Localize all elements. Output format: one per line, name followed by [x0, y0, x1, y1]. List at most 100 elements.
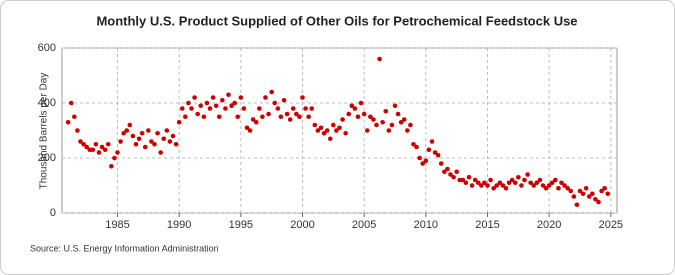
data-point	[179, 106, 185, 111]
data-point	[386, 128, 392, 133]
data-point	[442, 169, 447, 175]
data-point	[469, 183, 475, 188]
data-point	[454, 169, 459, 175]
data-point	[420, 161, 426, 166]
data-point	[161, 136, 167, 142]
data-point	[371, 117, 376, 122]
x-tick-label: 1995	[229, 219, 253, 231]
data-point	[435, 152, 441, 158]
data-point	[213, 103, 219, 109]
data-point	[290, 106, 296, 111]
data-point	[232, 100, 237, 106]
data-point	[574, 202, 580, 208]
data-point	[186, 100, 191, 106]
data-point	[303, 106, 308, 111]
data-point	[349, 103, 355, 109]
data-point	[491, 185, 496, 191]
data-point	[383, 108, 389, 114]
data-point	[155, 130, 160, 136]
data-point	[306, 114, 311, 120]
data-point	[482, 180, 487, 186]
data-point	[93, 141, 99, 147]
y-tick-label: 0	[50, 207, 56, 219]
data-point	[260, 114, 265, 120]
data-point	[503, 185, 509, 191]
data-point	[253, 119, 259, 125]
source-note: Source: U.S. Energy Information Administ…	[30, 243, 219, 253]
data-point	[577, 188, 583, 194]
data-point	[571, 194, 577, 199]
data-point	[204, 100, 210, 106]
data-point	[105, 141, 111, 147]
data-point	[494, 183, 500, 188]
data-point	[318, 125, 324, 131]
data-point	[158, 150, 163, 155]
data-point	[599, 188, 604, 194]
data-point	[463, 180, 469, 186]
data-point	[417, 155, 422, 161]
data-point	[426, 147, 432, 153]
data-point	[506, 180, 512, 186]
data-point	[475, 180, 481, 186]
data-point	[395, 111, 401, 117]
data-point	[235, 114, 241, 120]
data-point	[543, 185, 549, 191]
data-point	[189, 106, 194, 111]
data-point	[167, 139, 173, 144]
data-point	[152, 141, 157, 147]
data-point	[432, 150, 438, 155]
data-point	[586, 194, 592, 199]
y-tick-label: 200	[38, 152, 56, 164]
data-point	[414, 144, 419, 150]
data-point	[361, 111, 367, 117]
data-point	[176, 119, 182, 125]
data-point	[284, 111, 290, 117]
data-point	[346, 111, 352, 117]
data-point	[297, 114, 302, 120]
data-point	[198, 103, 204, 109]
data-point	[358, 100, 364, 106]
data-point	[281, 97, 287, 103]
data-point	[247, 128, 253, 133]
data-point	[81, 141, 86, 147]
data-point	[472, 177, 478, 183]
data-point	[590, 191, 595, 197]
data-point	[355, 114, 361, 120]
data-point	[519, 183, 524, 188]
data-point	[146, 128, 151, 133]
data-point	[72, 114, 77, 120]
data-point	[540, 183, 546, 188]
data-point	[580, 191, 586, 197]
data-point	[220, 97, 225, 103]
data-point	[241, 106, 247, 111]
data-point	[537, 177, 543, 183]
data-point	[250, 117, 256, 122]
data-point	[327, 136, 333, 142]
data-point	[423, 158, 429, 164]
data-point	[272, 100, 278, 106]
x-tick-label: 2000	[290, 219, 314, 231]
data-point	[65, 119, 71, 125]
data-point	[553, 177, 558, 183]
data-point	[207, 106, 213, 111]
data-point	[343, 130, 348, 136]
x-tick-label: 2015	[475, 219, 499, 231]
data-point	[337, 125, 342, 131]
data-point	[405, 128, 410, 133]
y-tick-label: 600	[38, 42, 56, 54]
data-point	[528, 180, 533, 186]
data-point	[109, 163, 114, 169]
data-point	[321, 130, 327, 136]
data-point	[377, 56, 382, 62]
data-point	[324, 128, 330, 133]
data-point	[170, 133, 176, 139]
data-point	[411, 141, 416, 147]
data-point	[201, 114, 207, 120]
data-point	[549, 180, 555, 186]
data-point	[466, 174, 472, 180]
chart-title: Monthly U.S. Product Supplied of Other O…	[96, 13, 577, 28]
data-point	[525, 172, 530, 177]
data-point	[115, 150, 120, 155]
